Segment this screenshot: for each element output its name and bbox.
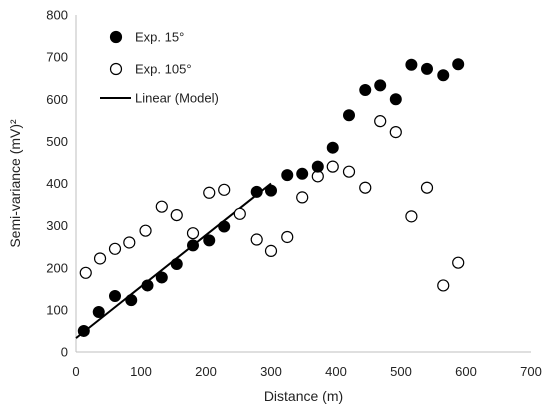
legend-marker-exp-105 (109, 62, 123, 76)
exp-15-point (311, 160, 324, 173)
exp-15-point (326, 141, 339, 154)
exp-105-point (452, 256, 465, 269)
exp-15-point (141, 279, 154, 292)
x-tick-label-300: 300 (260, 364, 282, 379)
exp-105-point (93, 252, 107, 265)
x-tick-label-200: 200 (195, 364, 217, 379)
y-tick-label-100: 100 (46, 302, 68, 317)
exp-105-point (203, 186, 216, 199)
exp-105-point (342, 165, 356, 178)
y-tick-label-600: 600 (46, 92, 68, 107)
exp-15-point (250, 185, 263, 198)
exp-105-point (155, 200, 168, 213)
y-tick-label-400: 400 (46, 176, 68, 191)
y-tick-label-800: 800 (46, 8, 68, 23)
exp-15-point (437, 69, 450, 82)
exp-15-point (125, 294, 138, 307)
exp-15-point (421, 62, 433, 75)
x-tick-label-700: 700 (520, 364, 542, 379)
exp-15-point (155, 271, 168, 284)
legend-marker-exp-15 (109, 30, 123, 44)
exp-105-point (108, 242, 122, 255)
x-axis-title: Distance (m) (264, 388, 343, 404)
x-tick-label-500: 500 (390, 364, 412, 379)
axes (75, 15, 531, 353)
exp-15-point (187, 239, 199, 252)
x-tick-label-0: 0 (72, 364, 79, 379)
exp-105-point (405, 210, 418, 223)
exp-15-point (343, 109, 355, 122)
exp-105-point (326, 160, 339, 173)
exp-105-point (233, 207, 246, 220)
exp-105-point (359, 181, 372, 194)
exp-105-point (389, 126, 402, 139)
exp-105-point (374, 115, 387, 128)
exp-15-point (109, 289, 121, 302)
exp-15-point (281, 169, 294, 182)
x-tick-label-600: 600 (455, 364, 477, 379)
exp-105-point (420, 181, 434, 194)
exp-105-point (281, 230, 294, 244)
exp-15-series (77, 58, 465, 337)
legend: Exp. 15° Exp. 105° Linear (Model) (100, 30, 219, 106)
exp-105-point (264, 244, 278, 257)
x-tick-label-400: 400 (325, 364, 347, 379)
legend-label-exp-105: Exp. 105° (135, 62, 192, 77)
exp-105-point (296, 191, 309, 204)
exp-105-point (218, 183, 231, 196)
exp-105-point (186, 227, 200, 240)
y-tick-label-700: 700 (46, 50, 68, 65)
exp-15-point (296, 167, 309, 180)
y-axis-title: Semi-variance (mV)² (7, 119, 23, 248)
exp-105-point (79, 266, 92, 279)
legend-label-linear-model: Linear (Model) (135, 91, 219, 106)
exp-15-point (265, 184, 277, 197)
exp-15-point (77, 324, 90, 337)
x-tick-label-100: 100 (130, 364, 152, 379)
y-tick-label-500: 500 (46, 134, 68, 149)
x-tick-labels: 0 100 200 300 400 500 600 700 (72, 364, 541, 379)
exp-15-point (92, 305, 105, 318)
exp-15-point (389, 93, 402, 106)
exp-15-point (170, 257, 183, 270)
exp-105-point (170, 208, 183, 222)
exp-105-series (79, 115, 465, 292)
exp-15-point (374, 79, 387, 92)
exp-105-point (123, 236, 136, 249)
exp-105-point (139, 224, 152, 237)
y-tick-labels: 0 100 200 300 400 500 600 700 800 (46, 8, 68, 360)
legend-label-exp-15: Exp. 15° (135, 30, 184, 45)
y-tick-label-0: 0 (61, 345, 68, 360)
exp-105-point (250, 233, 263, 246)
exp-15-point (405, 58, 418, 71)
exp-15-point (218, 220, 231, 233)
exp-15-point (452, 58, 465, 71)
y-tick-label-200: 200 (46, 260, 68, 275)
exp-15-point (359, 83, 372, 96)
exp-15-point (203, 234, 216, 247)
y-tick-label-300: 300 (46, 218, 68, 233)
exp-105-point (437, 279, 450, 292)
